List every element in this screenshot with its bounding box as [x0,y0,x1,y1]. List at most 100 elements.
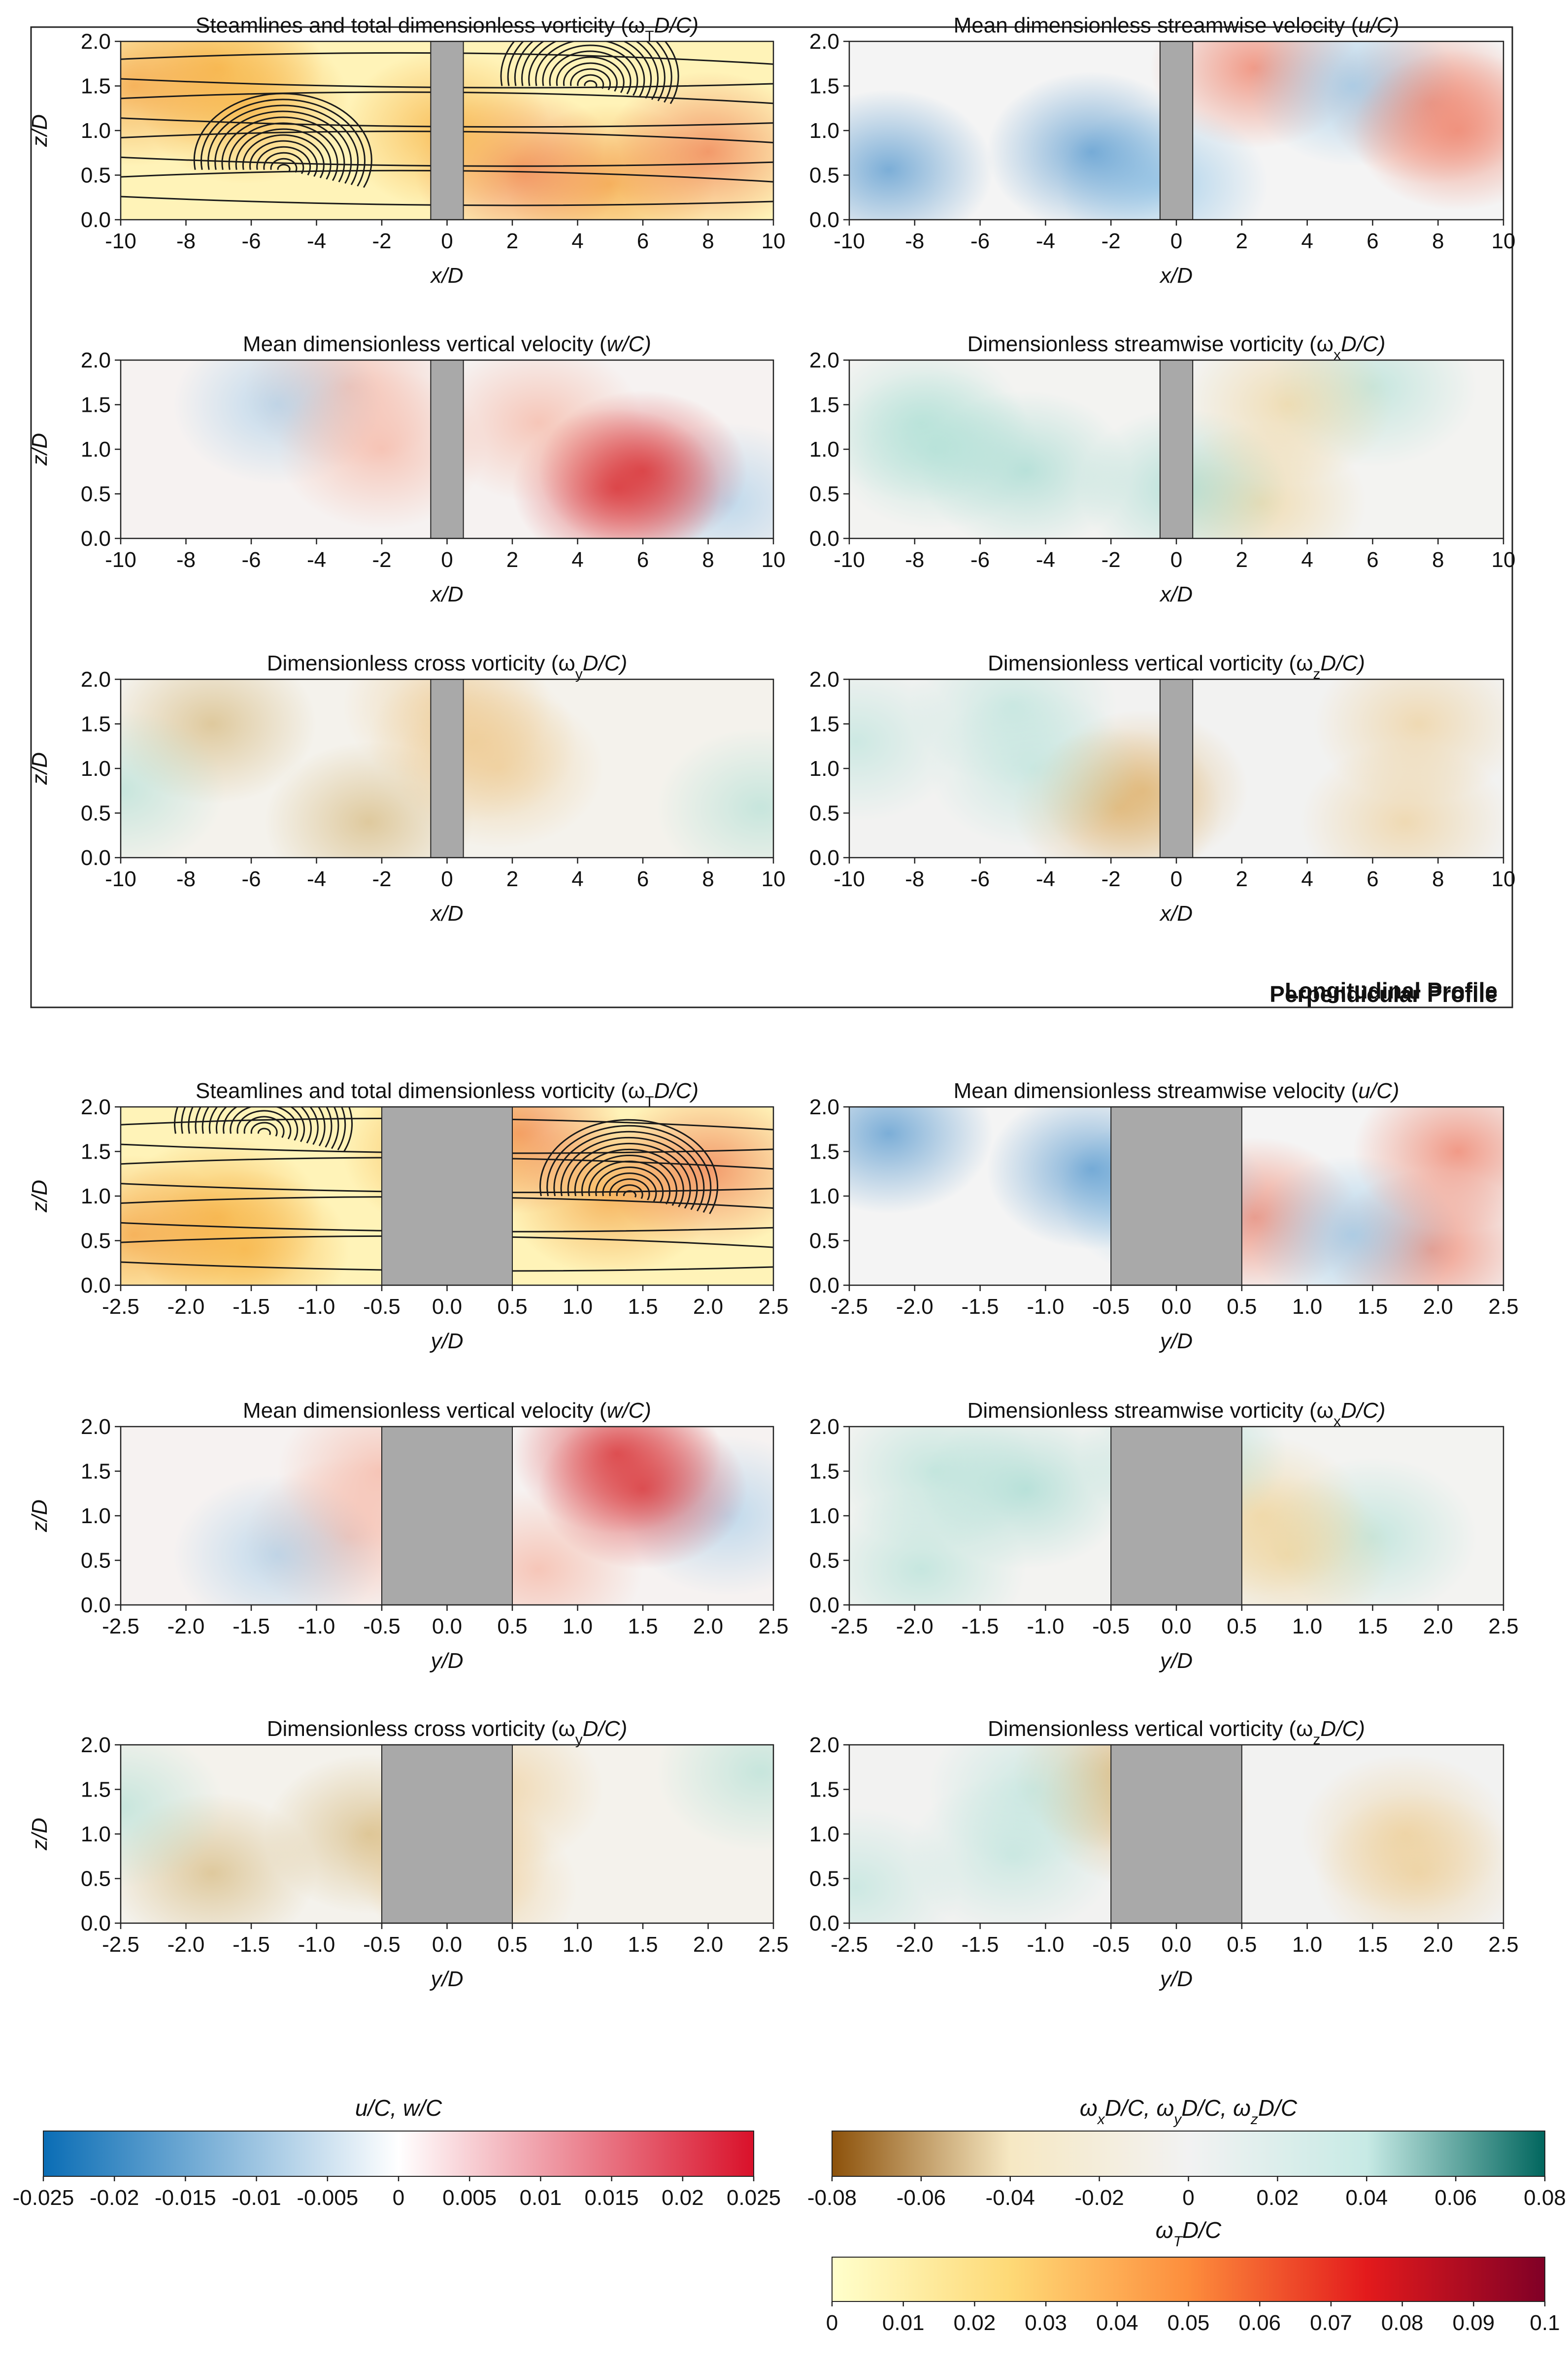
x-tick-label: -10 [105,548,136,572]
field-blob [1353,50,1503,211]
panel-title: Mean dimensionless streamwise velocity (… [954,1079,1400,1103]
y-tick-label: 0.5 [81,1229,111,1253]
x-axis-label: y/D [1159,1649,1193,1673]
field-blob [121,1155,238,1285]
streamline [521,41,659,100]
section-perpendicular: Perpendicular Profile Steamlines and tota… [28,981,1519,1991]
panel-wx: Dimensionless streamwise vorticity (ωxD/… [809,1399,1519,1673]
streamline [242,134,325,178]
colorbar-tick-label: 0.02 [954,2311,996,2335]
colorbar-tick-label: 0.08 [1524,2186,1566,2210]
x-tick-label: -8 [176,548,196,572]
colorbar-tick-label: 0.08 [1381,2311,1424,2335]
y-tick-label: 0.0 [81,1911,111,1935]
y-tick-label: 1.5 [809,1460,839,1484]
y-tick-label: 1.0 [809,1504,839,1528]
y-tick-label: 0.0 [809,846,839,870]
field-blob [1313,1793,1503,1923]
x-tick-label: 2 [1236,867,1248,891]
y-tick-label: 2.0 [809,30,839,54]
x-tick-label: -1.5 [962,1933,999,1957]
x-tick-label: -8 [176,229,196,253]
y-tick-label: 2.0 [809,1415,839,1439]
section-label: Perpendicular Profile [1269,981,1498,1007]
y-tick-label: 1.5 [81,74,111,99]
streamline [277,164,291,171]
y-tick-label: 1.5 [81,712,111,736]
x-tick-label: 4 [1301,548,1313,572]
y-tick-label: 0.5 [809,1549,839,1573]
colorbar-tick-label: 0.06 [1238,2311,1281,2335]
y-tick-label: 1.0 [809,437,839,462]
x-tick-label: -0.5 [1092,1933,1130,1957]
colorbar-tick-label: 0.1 [1530,2311,1560,2335]
section-frame [30,26,1513,1008]
x-tick-label: -4 [307,867,326,891]
colorbar-tick-label: 0.09 [1452,2311,1495,2335]
field-blob [849,1807,961,1923]
colorbar-tick-label: 0 [393,2186,404,2210]
streamline [214,110,352,184]
x-tick-label: -1.0 [1027,1933,1064,1957]
panel-u: Mean dimensionless streamwise velocity (… [809,1079,1519,1353]
y-tick-label: 0.5 [809,164,839,188]
x-tick-label: -6 [241,229,261,253]
y-tick-label: 0.0 [81,527,111,551]
streamline [207,104,359,185]
field-blob [1183,360,1393,485]
y-tick-label: 0.5 [81,801,111,826]
y-tick-label: 0.5 [81,164,111,188]
x-axis-label: y/D [430,1967,464,1991]
x-tick-label: 10 [762,229,786,253]
y-tick-label: 0.0 [81,1593,111,1617]
obstacle [381,1744,513,1924]
streamline [188,1107,339,1149]
colorbar-tick-label: -0.025 [13,2186,74,2210]
colorbar-tick-label: -0.02 [1074,2186,1124,2210]
x-tick-label: -0.5 [363,1933,400,1957]
y-tick-label: 1.0 [809,1822,839,1846]
x-tick-label: -0.5 [363,1295,400,1319]
colorbar-velocity: -0.025 -0.02 -0.015 -0.01 -0.005 0 0.005 0.01 0.… [13,2095,781,2210]
x-tick-label: -2 [1101,229,1121,253]
streamline [609,1178,650,1200]
y-tick-label: 1.5 [809,1778,839,1802]
x-tick-label: 4 [571,229,583,253]
x-tick-label: -6 [241,867,261,891]
field-blob [1353,1107,1503,1232]
field-blob [928,1745,1137,1870]
x-axis-label: y/D [1159,1329,1193,1353]
x-tick-label: -0.5 [1092,1614,1130,1638]
x-tick-label: 10 [1492,548,1516,572]
streamline [574,1148,684,1207]
colorbar-tick-label: 0.015 [585,2186,639,2210]
x-tick-label: -2 [372,229,391,253]
streamline [215,1107,312,1144]
x-axis-label: x/D [430,582,464,606]
x-tick-label: 4 [1301,229,1313,253]
x-tick-label: -1.0 [298,1614,335,1638]
x-tick-label: -0.5 [363,1614,400,1638]
streamline [581,1154,677,1206]
panel-title: Mean dimensionless streamwise velocity (… [954,13,1400,37]
x-tick-label: -2 [1101,548,1121,572]
y-tick-label: 1.0 [81,1184,111,1208]
x-tick-label: 0.0 [1161,1295,1191,1319]
x-tick-label: 2 [506,867,518,891]
colorbar-tick-label: 0.02 [1257,2186,1299,2210]
y-tick-label: 2.0 [81,30,111,54]
colorbar-tick-label: 0.02 [662,2186,704,2210]
y-tick-label: 2.0 [809,348,839,372]
x-tick-label: -2.0 [167,1933,205,1957]
x-tick-label: -2.0 [167,1614,205,1638]
y-tick-label: 2.0 [81,1095,111,1119]
streamline [584,80,598,88]
x-tick-label: 1.5 [628,1614,658,1638]
x-tick-label: 10 [1492,229,1516,253]
panel-title: Dimensionless vertical vorticity (ωzD/C) [988,1717,1365,1748]
panel-title: Mean dimensionless vertical velocity (w/… [243,332,651,356]
y-tick-label: 0.5 [81,1867,111,1891]
colorbar-tick-label: 0.05 [1168,2311,1210,2335]
colorbar-tick-label: 0 [826,2311,838,2335]
x-tick-label: 2.5 [758,1933,788,1957]
